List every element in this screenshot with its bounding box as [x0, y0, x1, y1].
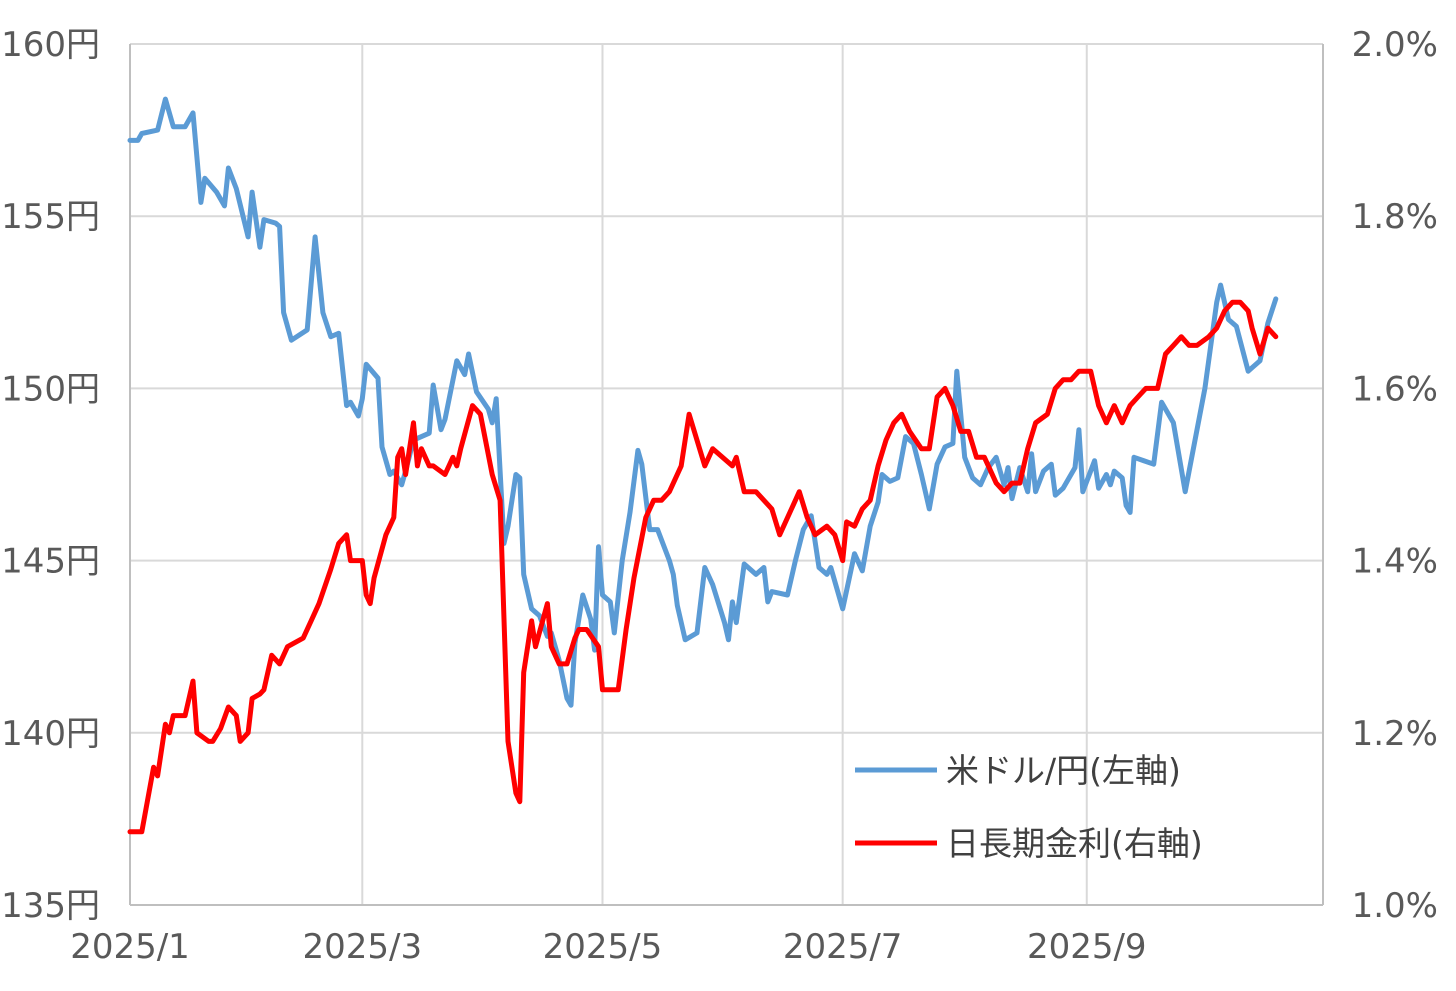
x-tick-label: 2025/9 — [1027, 927, 1147, 967]
x-tick-label: 2025/7 — [783, 927, 903, 967]
y-left-tick-label: 155円 — [1, 197, 100, 237]
series-line-jgb-yield — [127, 299, 1279, 835]
y-left-tick-label: 145円 — [1, 542, 100, 582]
y-right-tick-label: 1.2% — [1352, 714, 1438, 754]
y-right-tick-label: 1.6% — [1352, 369, 1438, 409]
x-tick-label: 2025/3 — [302, 927, 422, 967]
y-right-tick-label: 2.0% — [1352, 25, 1438, 65]
x-tick-label: 2025/5 — [543, 927, 663, 967]
legend-label: 米ドル/円(左軸) — [946, 751, 1181, 790]
legend-label: 日長期金利(右軸) — [946, 824, 1203, 863]
y-left-tick-label: 140円 — [1, 714, 100, 754]
y-left-tick-label: 135円 — [1, 886, 100, 926]
y-right-tick-label: 1.8% — [1352, 197, 1438, 237]
series-line-usdjpy — [127, 96, 1279, 708]
y-right-tick-label: 1.4% — [1352, 542, 1438, 582]
y-right-tick-label: 1.0% — [1352, 886, 1438, 926]
x-tick-label: 2025/1 — [70, 927, 190, 967]
y-left-tick-label: 150円 — [1, 369, 100, 409]
y-left-tick-label: 160円 — [1, 25, 100, 65]
